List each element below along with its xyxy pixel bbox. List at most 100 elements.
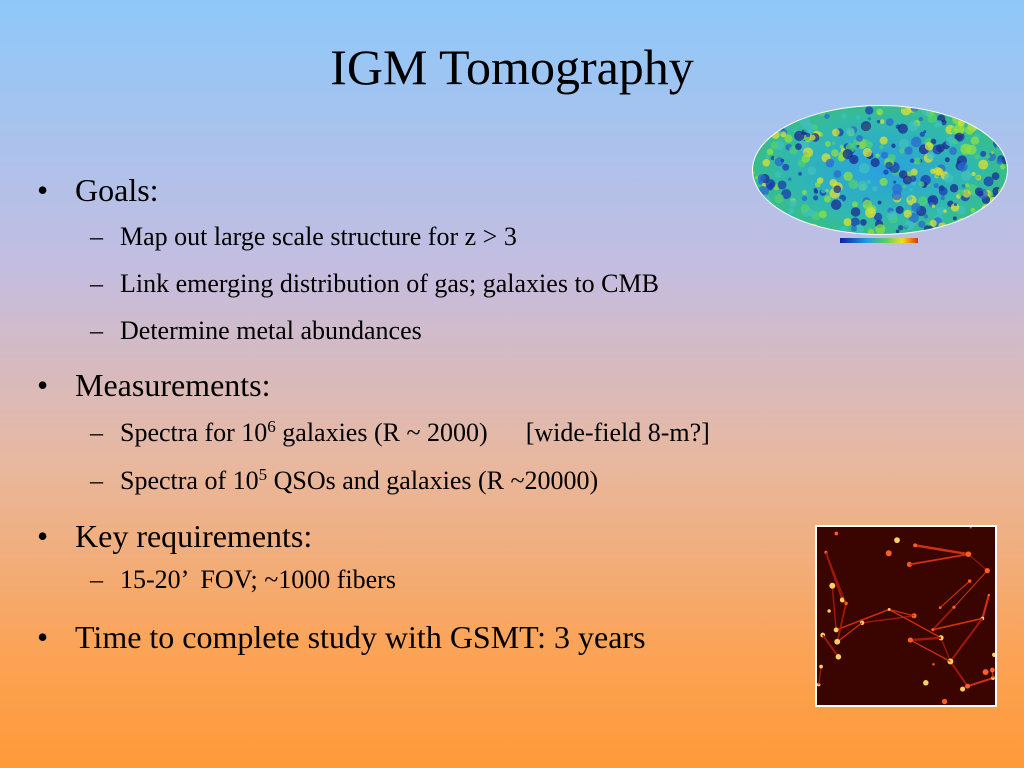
texture: [940, 195, 945, 201]
texture: [956, 228, 961, 233]
texture: [943, 209, 947, 213]
texture: [758, 211, 763, 216]
texture: [918, 220, 926, 228]
texture: [969, 107, 979, 117]
bullet: Measurements:: [37, 367, 270, 404]
texture: [769, 181, 775, 187]
texture: [968, 553, 988, 571]
texture: [821, 188, 826, 194]
texture: [898, 170, 908, 179]
sub-bullet-text: 15-20’ FOV; ~1000 fibers: [120, 565, 396, 594]
texture: [886, 211, 898, 222]
texture: [842, 148, 853, 160]
texture: [879, 144, 884, 149]
texture: [862, 199, 873, 210]
texture: [973, 109, 979, 116]
texture: [903, 209, 912, 218]
texture: [957, 189, 965, 197]
texture: [862, 147, 872, 158]
texture: [983, 106, 994, 114]
texture: [996, 122, 1004, 130]
texture: [857, 180, 868, 191]
texture: [843, 218, 852, 227]
texture: [895, 229, 900, 234]
texture: [855, 115, 861, 121]
texture: [804, 223, 815, 234]
cmb-map: [752, 105, 1008, 243]
texture: [989, 667, 995, 673]
texture: [969, 527, 972, 529]
texture: [986, 212, 998, 223]
texture: [782, 163, 790, 171]
texture: [753, 224, 760, 234]
texture: [768, 106, 777, 111]
texture: [955, 132, 964, 141]
texture: [952, 216, 957, 221]
texture: [989, 192, 994, 197]
texture: [949, 660, 969, 687]
texture: [977, 190, 984, 197]
texture: [825, 188, 829, 193]
texture: [834, 638, 841, 645]
texture: [873, 212, 883, 222]
texture: [941, 106, 947, 113]
texture: [926, 151, 935, 160]
texture: [795, 143, 802, 151]
texture: [911, 202, 921, 213]
texture: [974, 154, 980, 160]
texture: [761, 133, 767, 138]
texture: [854, 224, 864, 234]
texture: [829, 582, 836, 589]
sub-bullet-text: Spectra of 10: [120, 466, 259, 495]
texture: [803, 122, 814, 134]
texture: [781, 219, 790, 228]
texture: [780, 131, 787, 138]
texture: [897, 225, 904, 231]
texture: [918, 196, 928, 206]
sub-bullet-text: Determine metal abundances: [120, 316, 422, 345]
texture: [975, 175, 981, 180]
texture: [788, 207, 795, 214]
texture: [848, 179, 859, 190]
texture: [785, 145, 789, 150]
texture: [787, 227, 792, 232]
texture: [909, 175, 917, 182]
texture: [940, 637, 951, 662]
texture: [801, 195, 808, 202]
texture: [784, 134, 793, 143]
superscript: 6: [267, 417, 276, 436]
texture: [973, 118, 979, 124]
texture: [774, 171, 782, 178]
texture: [953, 570, 988, 608]
texture: [879, 119, 885, 124]
texture: [762, 158, 771, 167]
texture: [938, 606, 942, 609]
texture: [798, 171, 802, 176]
texture: [999, 211, 1004, 217]
texture: [766, 148, 774, 156]
texture: [918, 116, 924, 122]
texture: [867, 228, 875, 234]
texture: [967, 219, 976, 227]
texture: [910, 639, 951, 662]
texture: [898, 138, 910, 149]
texture: [919, 131, 925, 137]
texture: [931, 204, 936, 208]
texture: [753, 206, 762, 217]
texture: [956, 160, 960, 164]
texture: [886, 118, 894, 126]
texture: [759, 194, 771, 206]
texture: [786, 219, 793, 226]
texture: [932, 617, 983, 631]
texture: [800, 203, 810, 213]
texture: [939, 580, 971, 609]
texture: [852, 201, 858, 208]
texture: [753, 221, 756, 227]
texture: [753, 131, 757, 136]
texture: [875, 153, 880, 158]
superscript: 5: [258, 465, 268, 484]
texture: [1000, 164, 1006, 170]
texture: [944, 157, 950, 163]
texture: [909, 158, 915, 163]
texture: [787, 177, 792, 182]
